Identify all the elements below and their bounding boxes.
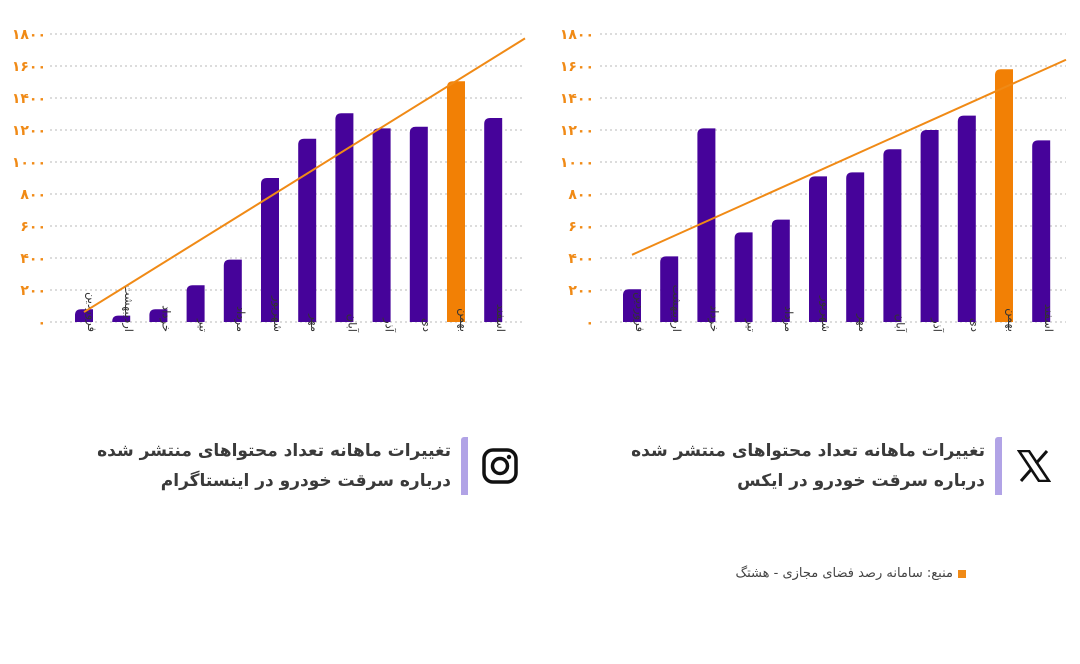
y-tick-label: ۲۰۰ (568, 283, 594, 299)
caption-line-1: تغییرات ماهانه تعداد محتواهای منتشر شده (97, 441, 451, 461)
x-tick-label: تیر (744, 318, 759, 332)
bar (409, 126, 428, 322)
y-tick-label: ۶۰۰ (20, 219, 46, 235)
caption-title: تغییرات ماهانه تعداد محتواهای منتشر شده … (631, 436, 985, 496)
bar (697, 128, 716, 322)
y-tick-label: ۱۲۰۰ (12, 123, 46, 139)
x-tick-label: اردیبهشت (669, 285, 684, 332)
y-tick-label: ۲۰۰ (20, 283, 46, 299)
y-tick-label: ۴۰۰ (568, 251, 594, 267)
bar (484, 118, 503, 322)
y-tick-label: ۰ (585, 315, 594, 331)
y-tick-label: ۱۰۰۰ (560, 155, 594, 171)
y-tick-label: ۴۰۰ (20, 251, 46, 267)
trendline (83, 37, 526, 313)
bar (372, 128, 391, 322)
x-tick-label: فروردین (632, 292, 647, 332)
x-tick-label: آبان (345, 314, 359, 333)
caption-accent-bar (461, 437, 468, 495)
x-tick-label: اسفند (1042, 304, 1056, 332)
x-tick-label: مهر (307, 313, 322, 332)
bar (223, 259, 242, 322)
bar (186, 285, 205, 322)
x-tick-label: تیر (196, 318, 211, 332)
bar (920, 130, 939, 322)
bar (1032, 140, 1051, 322)
bar-highlight (995, 69, 1013, 322)
bar (883, 149, 902, 322)
x-logo-icon (1012, 444, 1056, 488)
y-tick-label: ۱۶۰۰ (12, 59, 46, 75)
x-tick-label: خرداد (706, 305, 721, 332)
x-tick-label: دی (420, 318, 434, 332)
source-note: منبع: سامانه رصد فضای مجازی - هشتگ (735, 566, 966, 581)
x-tick-label: اسفند (494, 304, 508, 332)
y-tick-label: ۸۰۰ (20, 187, 46, 203)
x-tick-label: شهریور (270, 295, 285, 332)
bar (846, 172, 865, 322)
y-tick-label: ۱۴۰۰ (12, 91, 46, 107)
bar (809, 176, 827, 322)
bar (149, 309, 168, 322)
y-tick-label: ۱۰۰۰ (12, 155, 46, 171)
instagram-chart: ۰ ۲۰۰ ۴۰۰ ۶۰۰ ۸۰۰ ۱۰۰۰ ۱۲۰۰ ۱۴۰۰ ۱۶۰۰ ۱۸۰۰ فروردین… (12, 27, 526, 333)
x-tick-label: شهریور (818, 295, 833, 332)
bar (623, 289, 641, 322)
caption-title: تغییرات ماهانه تعداد محتواهای منتشر شده … (97, 436, 451, 496)
bar (734, 232, 753, 322)
x-tick-label: مرداد (781, 306, 796, 332)
y-tick-label: ۱۸۰۰ (12, 27, 46, 43)
y-tick-label: ۱۸۰۰ (560, 27, 594, 43)
y-tick-label: ۱۲۰۰ (560, 123, 594, 139)
bar (112, 315, 131, 322)
x-chart-caption: تغییرات ماهانه تعداد محتواهای منتشر شده … (631, 436, 1056, 496)
x-tick-label: خرداد (158, 305, 173, 332)
x-tick-label: آذر (382, 317, 397, 333)
x-tick-label: اردیبهشت (121, 285, 136, 332)
source-text: منبع: سامانه رصد فضای مجازی - هشتگ (735, 566, 953, 581)
caption-line-2: درباره سرقت خودرو در اینستاگرام (160, 471, 451, 491)
x-chart: ۰ ۲۰۰ ۴۰۰ ۶۰۰ ۸۰۰ ۱۰۰۰ ۱۲۰۰ ۱۴۰۰ ۱۶۰۰ ۱۸۰۰ فروردین… (560, 27, 1067, 333)
bar (261, 178, 279, 322)
instagram-chart-caption: تغییرات ماهانه تعداد محتواهای منتشر شده … (97, 436, 522, 496)
bar (771, 219, 790, 322)
bar-highlight (447, 81, 465, 322)
bar (957, 115, 976, 322)
x-tick-label: مهر (855, 313, 870, 332)
bar (335, 113, 354, 322)
source-bullet-icon (958, 569, 966, 578)
x-tick-label: بهمن (456, 308, 471, 332)
y-tick-label: ۰ (37, 315, 46, 331)
caption-line-2: درباره سرقت خودرو در ایکس (737, 471, 985, 491)
bar (660, 256, 679, 322)
trendline (631, 58, 1067, 256)
instagram-icon (478, 444, 522, 488)
x-tick-label: آبان (893, 314, 907, 333)
y-tick-label: ۶۰۰ (568, 219, 594, 235)
x-tick-label: آذر (930, 317, 945, 333)
y-tick-label: ۱۴۰۰ (560, 91, 594, 107)
x-tick-label: فروردین (84, 292, 99, 332)
x-tick-label: دی (968, 318, 982, 332)
caption-line-1: تغییرات ماهانه تعداد محتواهای منتشر شده (631, 441, 985, 461)
bar (298, 138, 317, 322)
y-tick-label: ۸۰۰ (568, 187, 594, 203)
caption-accent-bar (995, 437, 1002, 495)
y-tick-label: ۱۶۰۰ (560, 59, 594, 75)
x-tick-label: مرداد (233, 306, 248, 332)
bar (75, 309, 93, 322)
x-tick-label: بهمن (1004, 308, 1019, 332)
